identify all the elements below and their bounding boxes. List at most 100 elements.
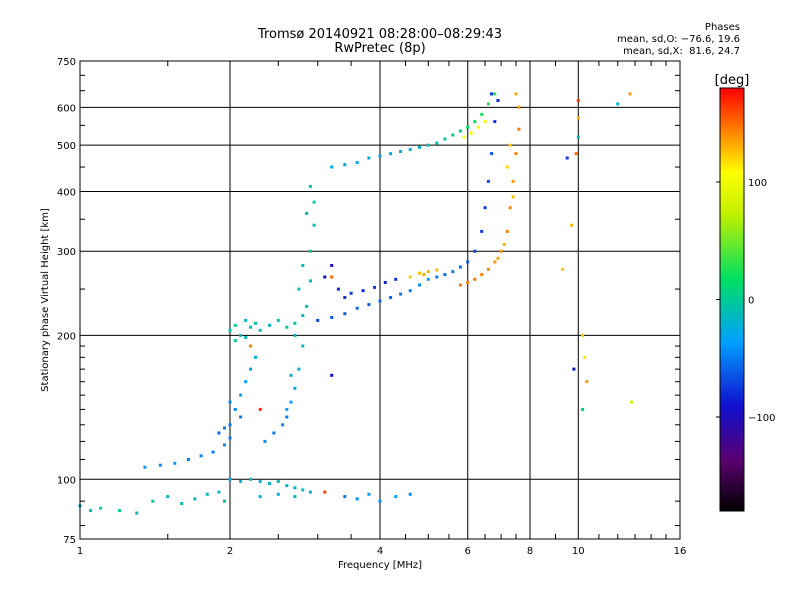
data-point (355, 161, 359, 164)
data-point (263, 439, 267, 443)
colorbar-unit-label: [deg] (715, 73, 750, 88)
data-point (508, 206, 512, 210)
data-point (228, 400, 232, 404)
y-tick-label: 100 (57, 475, 76, 486)
data-point (462, 135, 466, 139)
y-tick-label: 200 (57, 331, 76, 342)
data-point (480, 229, 484, 233)
data-point (276, 492, 280, 496)
data-point (496, 256, 500, 260)
data-point (466, 260, 470, 264)
colorbar-tick-label: 100 (748, 178, 767, 189)
colorbar-tick-label: −100 (748, 413, 775, 424)
y-axis-label: Stationary phase Virtual Height [km] (40, 208, 51, 392)
data-point (293, 321, 297, 325)
data-point (378, 499, 382, 503)
data-point (355, 306, 359, 310)
data-point (490, 152, 494, 156)
data-point (426, 270, 430, 274)
data-point (268, 323, 271, 327)
data-point (305, 211, 309, 215)
x-tick-label: 4 (377, 546, 383, 557)
data-point (476, 125, 480, 129)
data-point (223, 426, 226, 430)
data-point (228, 328, 232, 332)
data-point (173, 461, 177, 465)
data-point (408, 275, 412, 279)
data-point (383, 281, 387, 284)
data-point (361, 289, 365, 293)
data-point (581, 333, 585, 337)
phases-x-line: mean, sd,X: 81.6, 24.7 (623, 46, 740, 57)
data-point (349, 291, 353, 295)
data-point (211, 450, 215, 454)
data-point (293, 486, 297, 490)
data-point (389, 152, 393, 156)
data-point (239, 415, 243, 419)
data-point (258, 328, 262, 332)
data-point (228, 477, 232, 481)
data-point (268, 482, 271, 485)
data-point (249, 477, 253, 481)
data-point (469, 131, 473, 135)
data-point (473, 120, 477, 124)
data-point (272, 431, 276, 435)
data-point (276, 318, 280, 322)
data-point (330, 373, 334, 377)
data-point (330, 316, 334, 319)
data-point (312, 200, 316, 204)
y-tick-label: 75 (63, 535, 76, 546)
data-point (483, 206, 487, 210)
data-point (565, 156, 569, 160)
data-point (458, 129, 462, 133)
data-point (505, 229, 509, 233)
data-point (297, 367, 301, 371)
data-point (343, 163, 347, 167)
colorbar-tick-label: 0 (748, 296, 754, 307)
data-point (143, 465, 147, 469)
data-point (301, 344, 305, 348)
data-point (239, 333, 243, 337)
data-point (233, 323, 237, 327)
data-point (630, 400, 634, 404)
data-point (486, 267, 490, 271)
y-tick-label: 300 (57, 247, 76, 258)
data-point (572, 367, 576, 371)
data-point (305, 304, 309, 308)
data-point (285, 415, 289, 419)
data-point (443, 137, 447, 141)
data-point (483, 120, 487, 124)
data-point (285, 325, 289, 329)
data-point (166, 495, 170, 499)
phases-o-line: mean, sd,O: −76.6, 19.6 (617, 34, 740, 45)
data-point (301, 488, 305, 492)
data-point (628, 92, 632, 96)
data-point (135, 511, 139, 515)
data-point (285, 484, 289, 488)
data-point (466, 281, 470, 284)
data-point (285, 407, 289, 411)
data-point (249, 367, 253, 371)
data-point (289, 373, 293, 377)
data-point (435, 141, 439, 145)
data-point (451, 133, 455, 137)
data-point (228, 423, 232, 427)
data-point (570, 223, 574, 227)
data-point (514, 152, 518, 156)
data-point (493, 260, 497, 264)
y-tick-label: 750 (57, 57, 76, 68)
chart-title: Tromsø 20140921 08:28:00–08:29:43 (257, 27, 503, 42)
data-point (293, 495, 297, 499)
data-point (480, 273, 484, 277)
data-point (323, 275, 327, 279)
data-point (394, 495, 398, 499)
data-point (330, 275, 334, 279)
data-point (258, 407, 262, 411)
data-point (576, 116, 580, 120)
data-point (312, 223, 316, 227)
data-point (301, 314, 305, 318)
data-point (258, 495, 262, 499)
data-point (254, 321, 257, 325)
